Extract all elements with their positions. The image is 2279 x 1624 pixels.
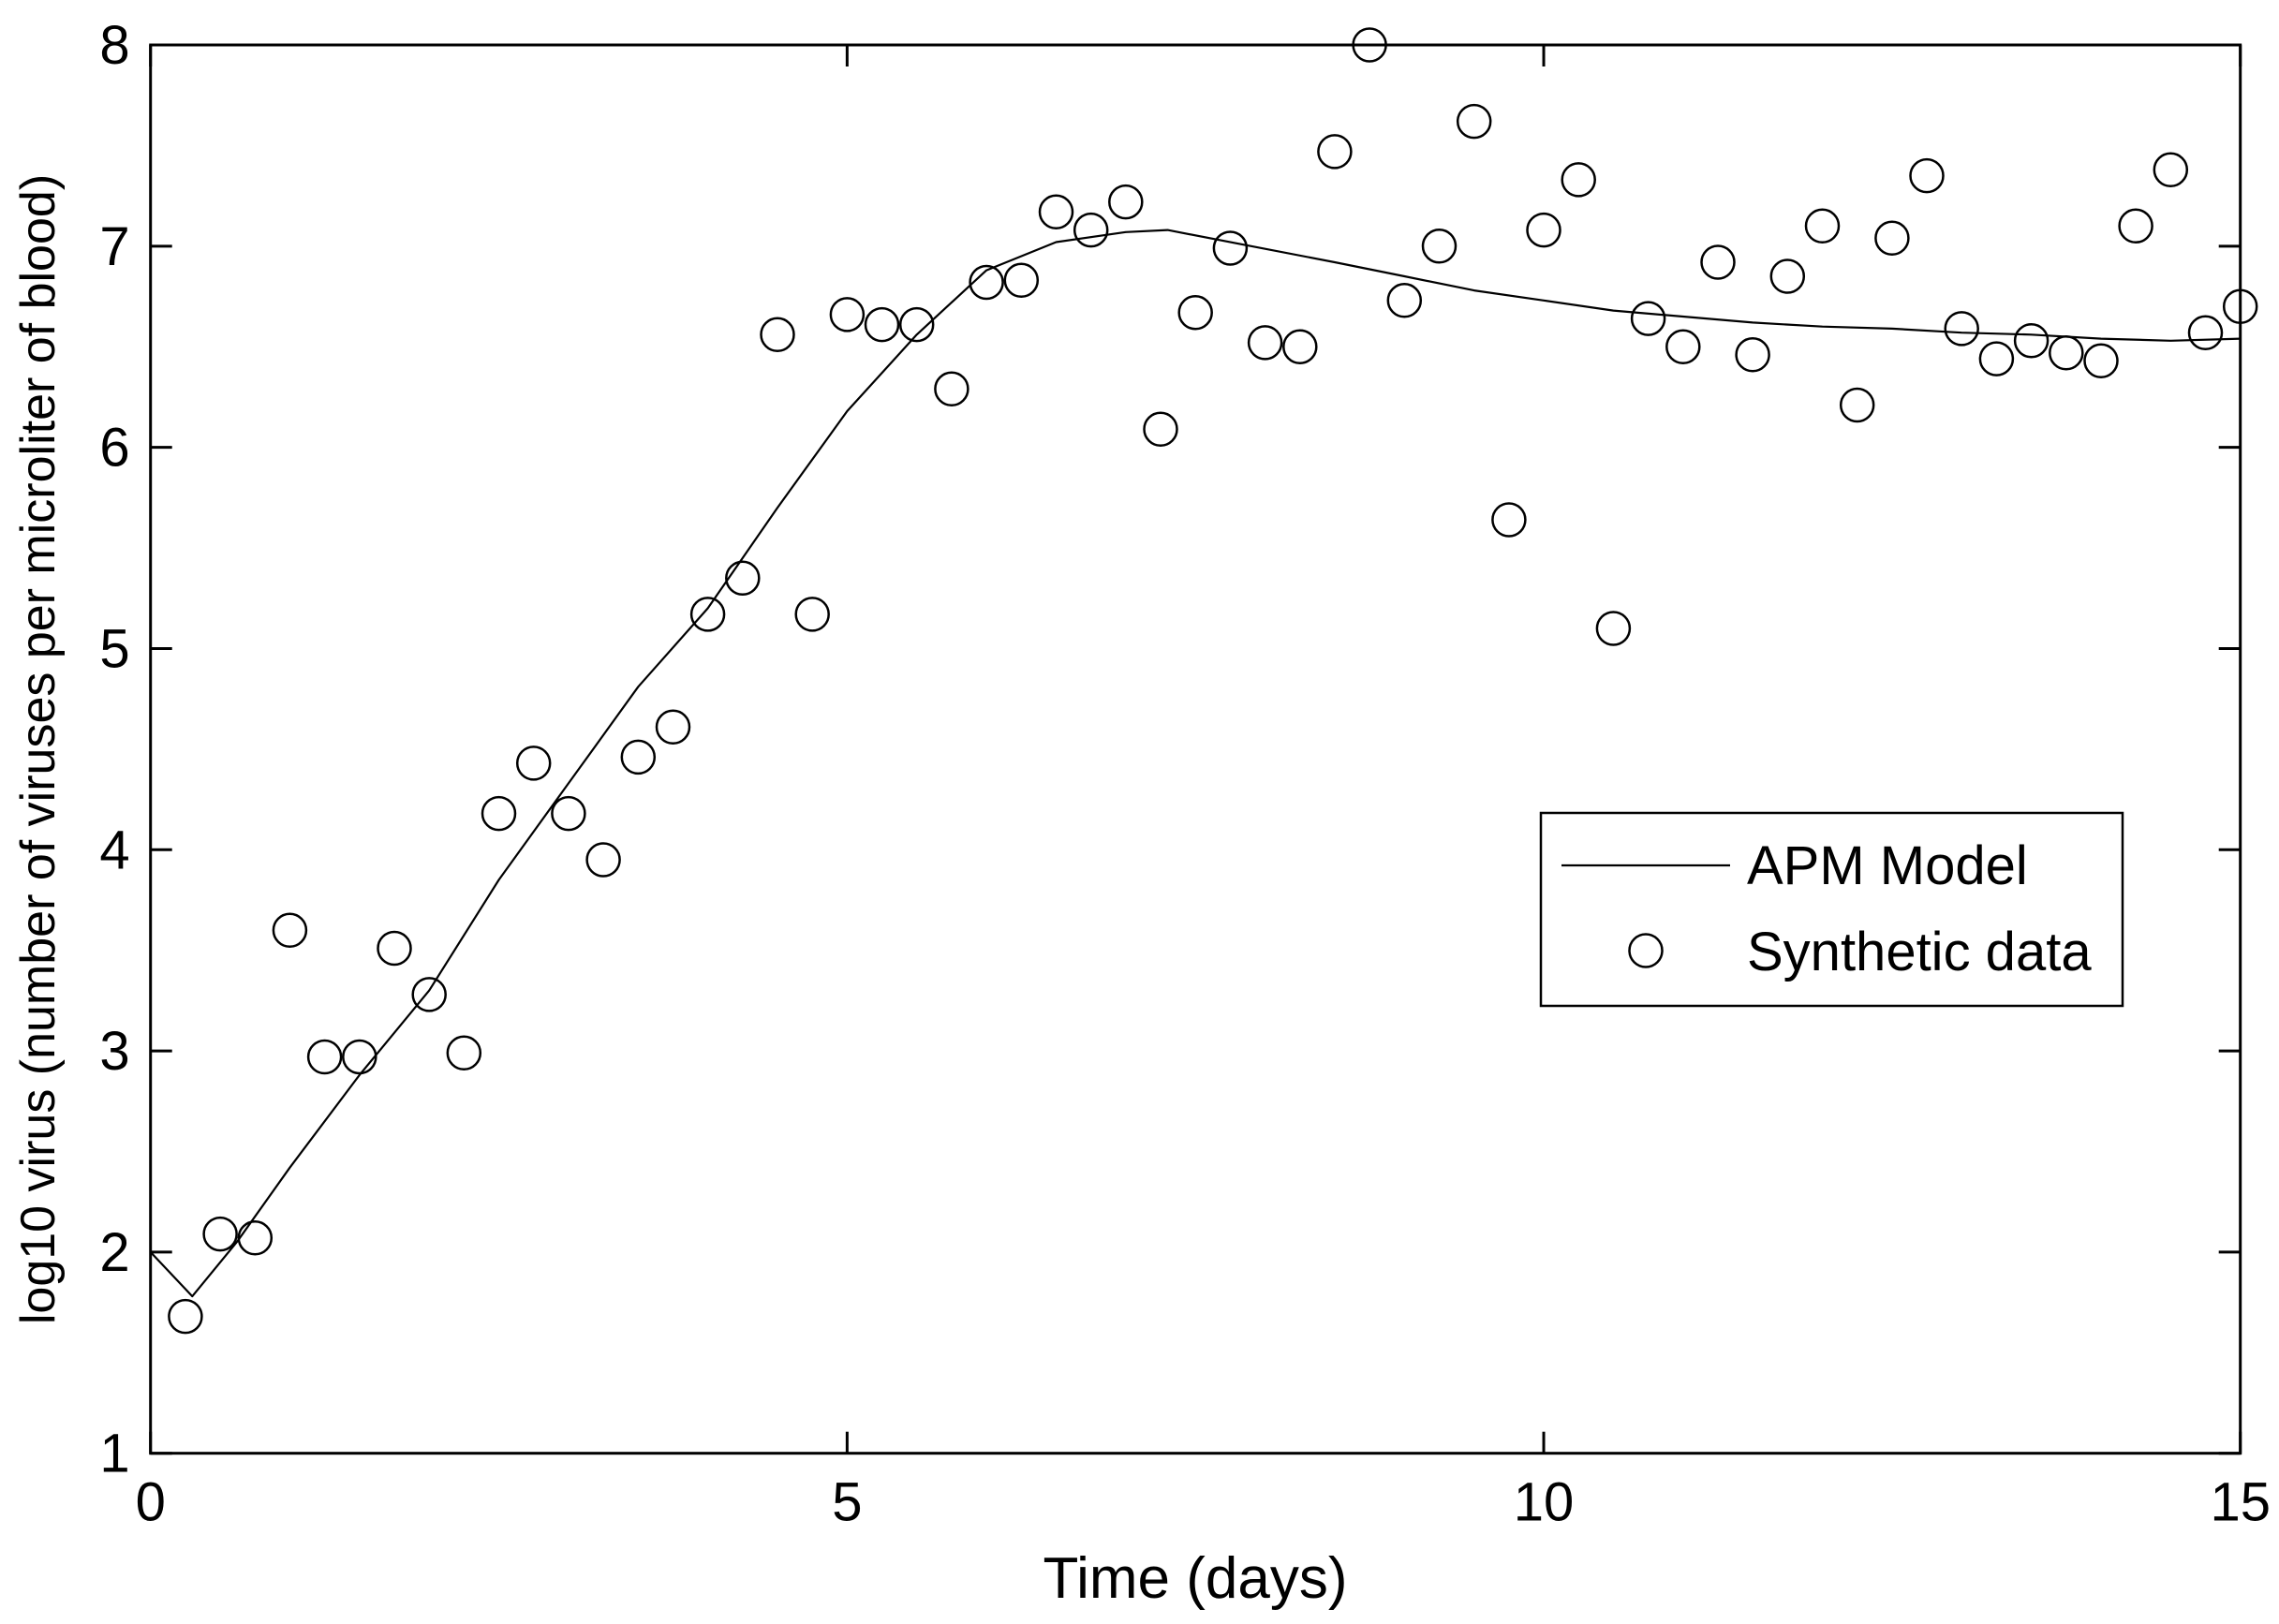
data-point-circle [1491, 502, 1527, 538]
apm-model-path [149, 229, 2242, 1298]
data-point-circle [202, 1216, 238, 1252]
x-tick-label: 5 [832, 1472, 862, 1533]
data-point-circle [2013, 323, 2050, 359]
x-tick-label: 0 [136, 1472, 166, 1533]
data-point-circle [1909, 157, 1945, 194]
data-point-circle [306, 1039, 343, 1075]
y-tick-label: 2 [99, 1222, 129, 1283]
x-tick-labels: 0 5 10 15 [136, 1472, 2271, 1533]
data-point-circle [1944, 311, 1979, 347]
data-point-circle [585, 842, 621, 878]
data-point-circle [1735, 337, 1770, 373]
x-tick-label: 15 [2210, 1472, 2271, 1533]
data-point-circle [898, 306, 935, 343]
data-point-circle [377, 930, 412, 967]
data-point-circle [655, 709, 691, 745]
data-point-circle [829, 297, 866, 332]
data-point-circle [969, 264, 1004, 301]
data-point-circle [1561, 162, 1596, 198]
data-point-circle [1665, 329, 1701, 364]
y-tick-label: 8 [99, 15, 129, 76]
data-point-circle [1038, 194, 1074, 230]
y-tick-label: 4 [99, 819, 129, 880]
data-point-circle [1247, 325, 1283, 361]
data-point-circle [1143, 411, 1178, 448]
data-point-circle [1386, 283, 1423, 318]
data-point-circle [237, 1220, 274, 1256]
legend-label-apm-model: APM Model [1747, 835, 2028, 896]
data-point-circle [1108, 184, 1144, 220]
data-point-circle [2049, 334, 2084, 371]
data-point-circle [1804, 208, 1841, 244]
data-point-circle [481, 795, 517, 832]
legend: APM Model Synthetic data [1539, 811, 2124, 1008]
data-point-circle [1282, 329, 1318, 364]
synthetic-data-points [168, 27, 2258, 1335]
data-point-circle [1769, 258, 1806, 294]
data-point-circle [515, 746, 552, 781]
data-point-circle [794, 597, 830, 632]
data-point-circle [446, 1035, 482, 1070]
y-tick-label: 1 [99, 1424, 129, 1484]
apm-model-line [149, 229, 2242, 1298]
data-point-circle [1317, 134, 1353, 170]
data-point-circle [760, 317, 795, 353]
data-point-circle [1073, 212, 1109, 248]
data-point-circle [864, 306, 900, 343]
data-point-circle [2187, 315, 2224, 350]
data-point-circle [272, 912, 308, 948]
data-point-circle [1177, 294, 1213, 331]
x-axis-label: Time (days) [1043, 1546, 1348, 1611]
y-tick-label: 5 [99, 618, 129, 679]
data-point-circle [934, 371, 969, 407]
legend-circle-sample [1628, 933, 1664, 968]
y-tick-label: 3 [99, 1021, 129, 1082]
data-point-circle [1595, 611, 1632, 646]
x-tick-label: 10 [1514, 1472, 1575, 1533]
data-point-circle [411, 977, 447, 1012]
data-point-circle [725, 560, 761, 597]
data-point-circle [1421, 229, 1458, 264]
legend-label-synthetic-data: Synthetic data [1747, 922, 2092, 982]
data-point-circle [2083, 343, 2119, 379]
data-point-circle [342, 1039, 377, 1075]
data-point-circle [620, 739, 657, 775]
y-tick-label: 7 [99, 216, 129, 277]
data-point-circle [551, 795, 586, 832]
data-point-circle [1456, 103, 1492, 140]
data-point-circle [1700, 244, 1736, 280]
data-point-circle [1978, 341, 2015, 376]
data-point-circle [1526, 212, 1561, 248]
y-tick-label: 6 [99, 418, 129, 479]
data-point-circle [1874, 220, 1910, 256]
data-point-circle [1352, 27, 1387, 63]
data-point-circle [689, 597, 726, 632]
legend-box [1539, 811, 2124, 1008]
data-point-circle [2153, 152, 2189, 187]
plot-area-border [149, 43, 2242, 1455]
data-point-circle [168, 1298, 203, 1335]
y-axis-label: log10 virus (number of viruses per micro… [11, 174, 66, 1324]
data-point-circle [1003, 262, 1040, 299]
data-point-circle [1630, 301, 1666, 336]
y-tick-labels: 1 2 3 4 5 6 7 8 [99, 15, 129, 1484]
data-point-circle [2118, 208, 2153, 244]
data-point-circle [2222, 288, 2258, 325]
data-point-circle [1839, 387, 1875, 423]
axis-ticks [149, 43, 2242, 1455]
data-point-circle [1212, 230, 1249, 266]
